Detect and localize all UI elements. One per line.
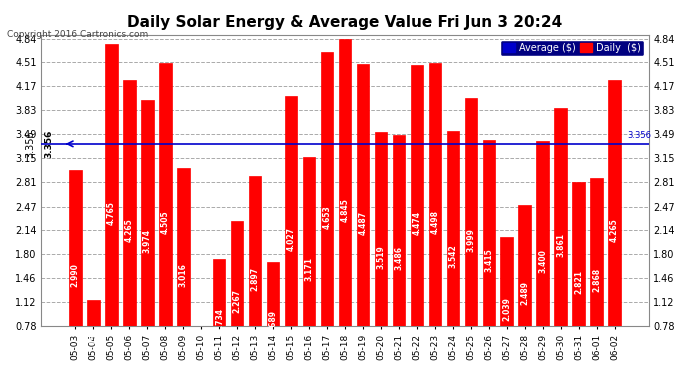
Bar (177, 168, 190, 375)
Bar (573, 182, 585, 375)
Bar (518, 205, 531, 375)
Text: 3.171: 3.171 (304, 257, 313, 281)
Text: 3.400: 3.400 (538, 249, 547, 273)
Text: 4.487: 4.487 (359, 210, 368, 235)
Text: 4.265: 4.265 (610, 219, 619, 242)
Bar (87, 300, 99, 375)
Bar (231, 221, 244, 375)
Text: 2.039: 2.039 (502, 297, 511, 321)
Text: 1.734: 1.734 (215, 308, 224, 332)
Text: 3.519: 3.519 (377, 245, 386, 269)
Bar (249, 176, 262, 375)
Bar (446, 131, 459, 375)
Text: 3.356: 3.356 (627, 131, 651, 140)
Text: 2.821: 2.821 (574, 270, 583, 294)
Text: 3.016: 3.016 (179, 262, 188, 286)
Bar (428, 63, 441, 375)
Text: 1.151: 1.151 (89, 329, 98, 352)
Bar (339, 39, 351, 375)
Bar (536, 141, 549, 375)
Text: 4.845: 4.845 (340, 198, 350, 222)
Bar (411, 65, 423, 375)
Text: 4.498: 4.498 (431, 210, 440, 234)
Bar (393, 135, 405, 375)
Text: 3.486: 3.486 (395, 246, 404, 270)
Text: 4.474: 4.474 (413, 211, 422, 235)
Text: 3.974: 3.974 (143, 229, 152, 253)
Bar (554, 108, 567, 375)
Text: 3.356: 3.356 (26, 130, 35, 158)
Text: 3.861: 3.861 (556, 233, 565, 257)
Bar (609, 80, 621, 375)
Bar (464, 98, 477, 375)
Bar (321, 52, 333, 375)
Bar (357, 64, 369, 375)
Text: 4.027: 4.027 (286, 227, 295, 251)
Text: 3.356: 3.356 (45, 130, 54, 158)
Bar (267, 262, 279, 375)
Bar (285, 96, 297, 375)
Text: 2.868: 2.868 (592, 268, 601, 292)
Text: 2.267: 2.267 (233, 289, 241, 313)
Text: 2.990: 2.990 (71, 264, 80, 288)
Bar (591, 178, 603, 375)
Bar (123, 80, 136, 375)
Bar (375, 132, 387, 375)
Bar (105, 44, 117, 375)
Bar (69, 170, 81, 375)
Text: 3.542: 3.542 (448, 244, 457, 268)
Title: Daily Solar Energy & Average Value Fri Jun 3 20:24: Daily Solar Energy & Average Value Fri J… (128, 15, 562, 30)
Text: 3.999: 3.999 (466, 228, 475, 252)
Text: 3.415: 3.415 (484, 249, 493, 272)
Text: 4.653: 4.653 (322, 205, 331, 229)
Bar (141, 100, 154, 375)
Legend: Average ($), Daily  ($): Average ($), Daily ($) (500, 40, 644, 56)
Bar (159, 63, 172, 375)
Text: 4.265: 4.265 (125, 219, 134, 242)
Bar (303, 157, 315, 375)
Text: Copyright 2016 Cartronics.com: Copyright 2016 Cartronics.com (7, 30, 148, 39)
Text: 2.489: 2.489 (520, 281, 529, 305)
Text: 4.765: 4.765 (107, 201, 116, 225)
Bar (482, 140, 495, 375)
Bar (500, 237, 513, 375)
Text: 4.505: 4.505 (161, 210, 170, 234)
Bar (213, 259, 226, 375)
Text: 2.897: 2.897 (250, 267, 259, 291)
Text: 1.689: 1.689 (268, 309, 277, 333)
